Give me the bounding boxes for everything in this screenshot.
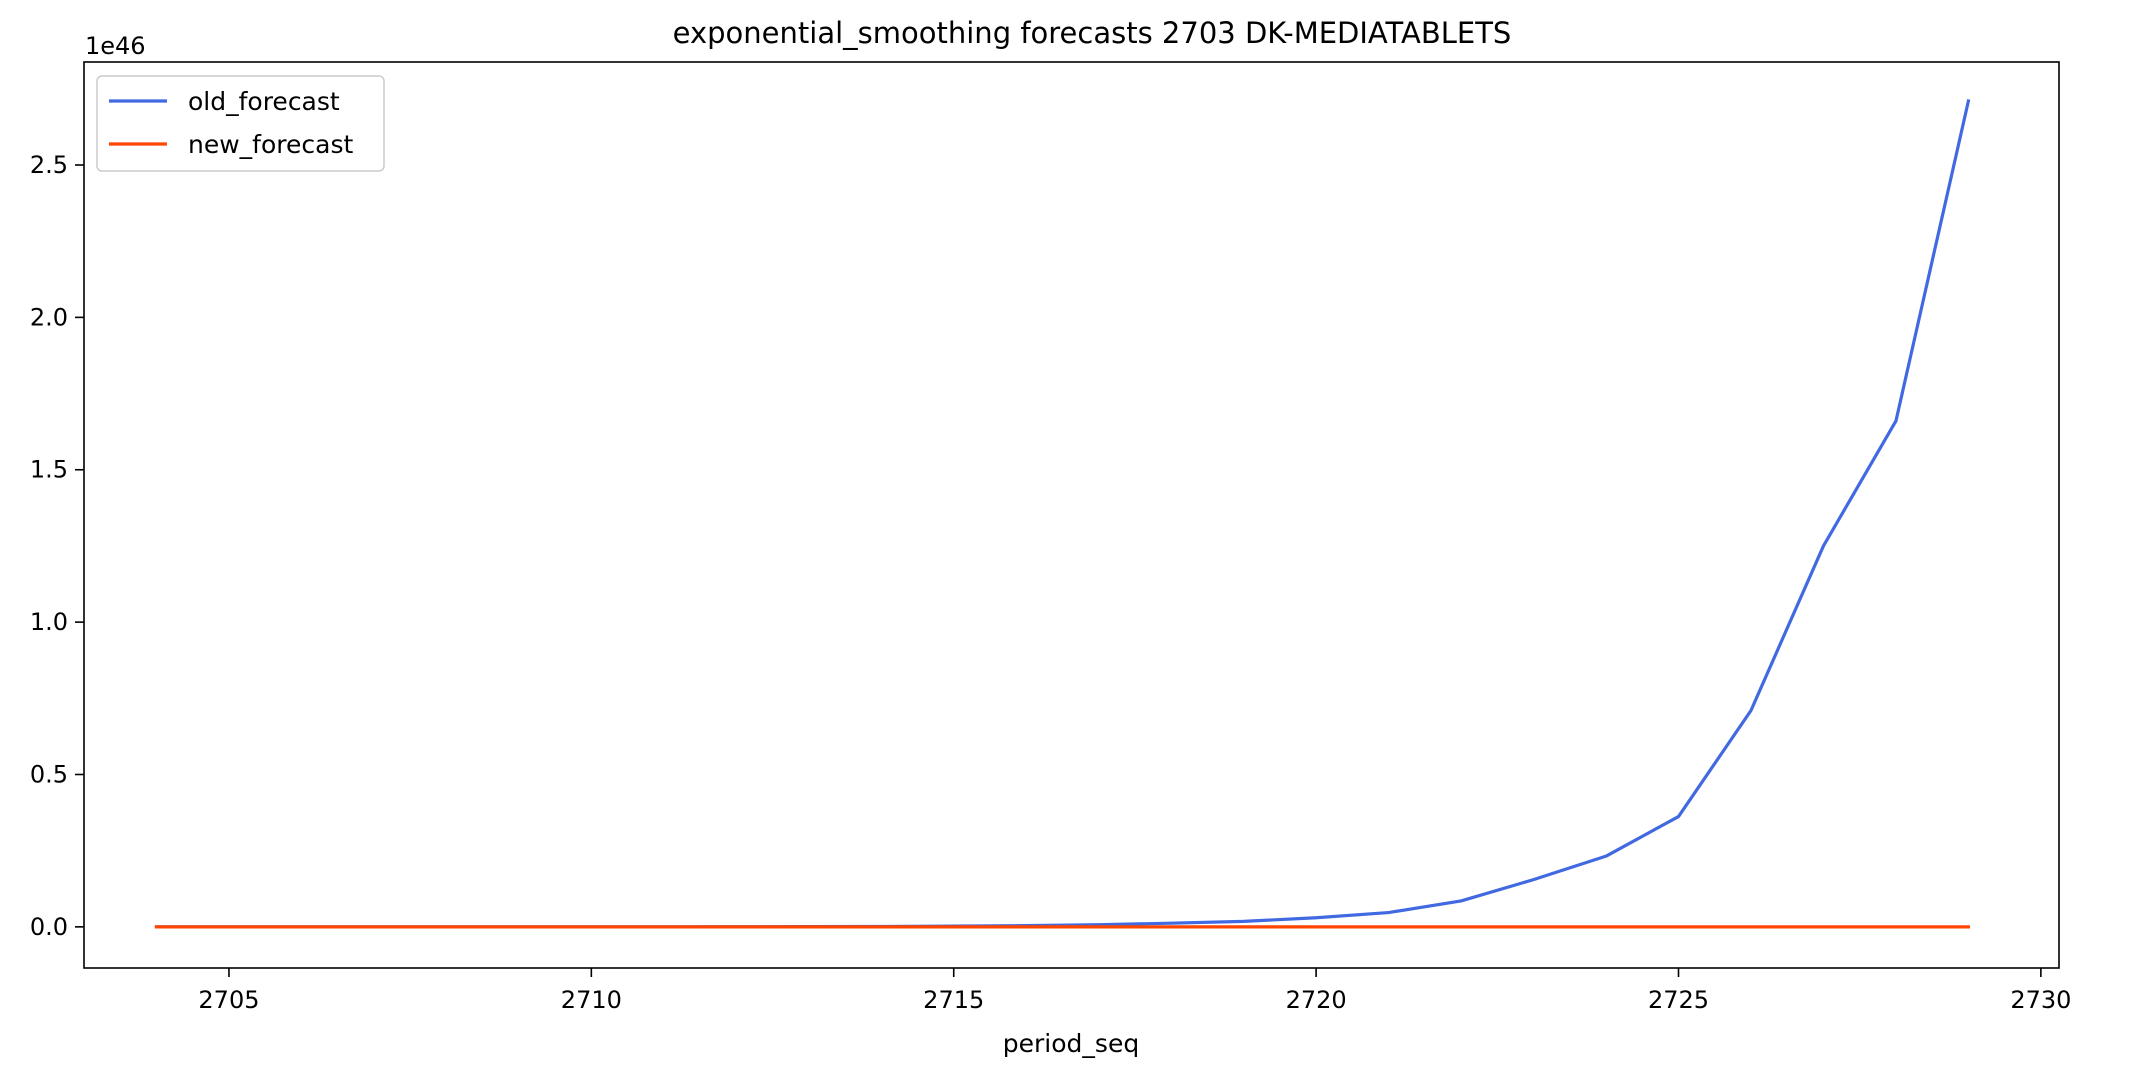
data-point xyxy=(228,925,231,928)
legend-label: new_forecast xyxy=(188,130,353,159)
data-point xyxy=(807,925,810,928)
y-axis: 0.0 0.5 1.0 1.5 2.0 2.5 xyxy=(30,151,84,941)
y-tick-label: 1.0 xyxy=(30,608,68,636)
data-point xyxy=(735,925,738,928)
x-tick-label: 2715 xyxy=(923,986,984,1014)
legend-box xyxy=(96,75,385,172)
data-point xyxy=(1460,900,1463,903)
data-point xyxy=(1895,420,1898,423)
data-point xyxy=(300,925,303,928)
data-point xyxy=(517,925,520,928)
series-layer xyxy=(154,99,1971,929)
data-point xyxy=(1170,922,1173,925)
plot-frame xyxy=(83,61,2060,969)
x-tick-label: 2710 xyxy=(561,986,622,1014)
data-point xyxy=(1460,925,1463,928)
y-tick-label: 1.5 xyxy=(30,456,68,484)
x-tick-label: 2725 xyxy=(1648,986,1709,1014)
data-point xyxy=(1677,815,1680,818)
x-tick-label: 2730 xyxy=(2010,986,2071,1014)
data-point xyxy=(662,925,665,928)
series-line-old-forecast xyxy=(154,99,1971,929)
y-tick-label: 0.0 xyxy=(30,913,68,941)
data-point xyxy=(1750,925,1753,928)
data-point xyxy=(1532,878,1535,881)
chart-title: exponential_smoothing forecasts 2703 DK-… xyxy=(673,16,1512,50)
x-tick-label: 2705 xyxy=(198,986,259,1014)
x-axis-label: period_seq xyxy=(1003,1029,1139,1058)
data-point xyxy=(1170,925,1173,928)
data-point xyxy=(1097,925,1100,928)
y-tick-label: 2.5 xyxy=(30,151,68,179)
data-point xyxy=(373,925,376,928)
data-point xyxy=(1967,100,1970,103)
y-offset-label: 1e46 xyxy=(85,32,146,60)
data-point xyxy=(1677,925,1680,928)
data-point xyxy=(952,925,955,928)
data-point xyxy=(1387,911,1390,914)
y-tick-label: 0.5 xyxy=(30,760,68,788)
y-tick-label: 2.0 xyxy=(30,303,68,331)
data-point xyxy=(1605,925,1608,928)
legend-label: old_forecast xyxy=(188,87,340,116)
data-point xyxy=(1605,855,1608,858)
data-point xyxy=(1025,925,1028,928)
data-point xyxy=(1967,925,1970,928)
data-point xyxy=(155,925,158,928)
data-point xyxy=(1387,925,1390,928)
x-axis: 2705 2710 2715 2720 2725 2730 xyxy=(198,968,2071,1014)
data-point xyxy=(1242,925,1245,928)
data-point xyxy=(1822,925,1825,928)
data-point xyxy=(1822,545,1825,548)
data-point xyxy=(1315,925,1318,928)
data-point xyxy=(1532,925,1535,928)
data-point xyxy=(445,925,448,928)
data-point xyxy=(590,925,593,928)
legend: old_forecast new_forecast xyxy=(96,75,385,172)
data-point xyxy=(1315,916,1318,919)
data-point xyxy=(880,925,883,928)
data-point xyxy=(1242,920,1245,923)
data-point xyxy=(1750,709,1753,712)
x-tick-label: 2720 xyxy=(1286,986,1347,1014)
data-point xyxy=(1895,925,1898,928)
